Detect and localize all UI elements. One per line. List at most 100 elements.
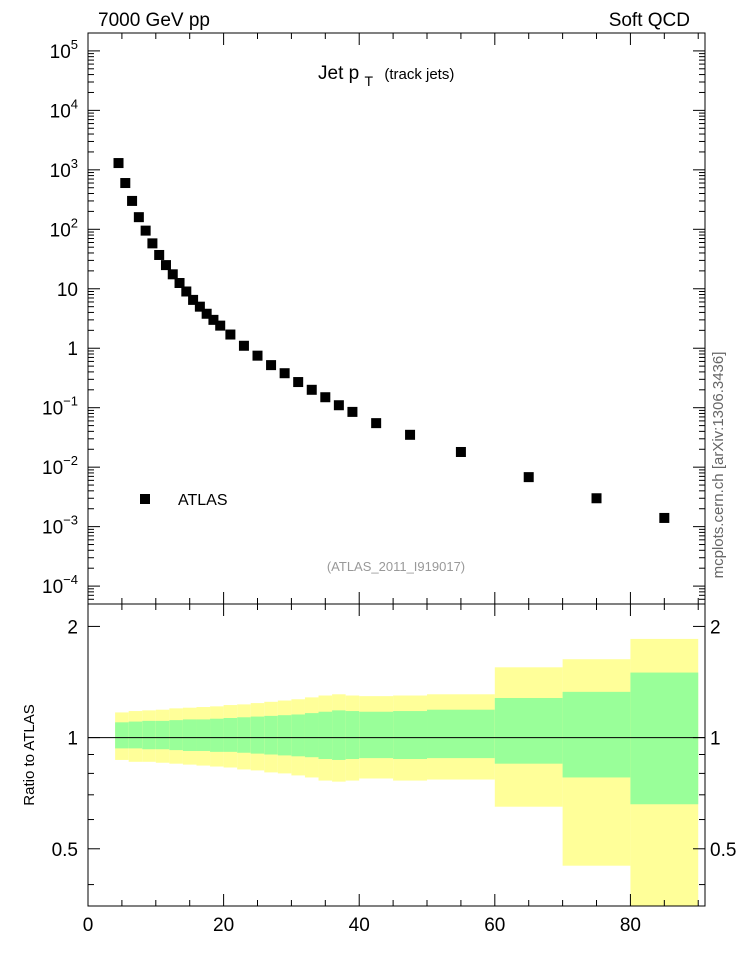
data-point (113, 158, 124, 169)
data-point (333, 400, 344, 411)
y-tick-exponent: 4 (71, 96, 78, 111)
y-tick-base: 10 (42, 458, 63, 479)
data-point (140, 225, 151, 236)
data-point (120, 178, 131, 189)
header-left: 7000 GeV pp (98, 10, 210, 31)
main-plot-frame (87, 32, 706, 605)
inner-band-bin (196, 719, 211, 751)
inner-band-bin (318, 711, 333, 760)
inner-band-bin (210, 718, 224, 752)
ratio-plot: 0.5 0.5 1 1 2 2 0 20 40 60 80 Ratio to ATLAS (21, 603, 736, 936)
x-axis: 0 20 40 60 80 (83, 604, 699, 936)
inner-band-bin (155, 720, 170, 750)
data-point (347, 406, 358, 417)
inner-band-bin (332, 710, 346, 760)
inner-band-bin (182, 719, 197, 751)
inner-band-bin (630, 672, 699, 805)
y-tick-base: 10 (50, 220, 71, 241)
ratio-y-tick-label-right: 2 (710, 617, 721, 638)
inner-band-bin (494, 698, 563, 764)
inner-band-bin (291, 714, 305, 757)
data-point (320, 392, 331, 403)
data-point (266, 360, 277, 371)
y-tick-base: 10 (42, 399, 63, 420)
x-tick-label: 60 (484, 915, 505, 936)
ratio-y-tick-label: 1 (67, 729, 78, 750)
y-tick-exponent: −3 (63, 513, 78, 528)
y-tick-label: 104 (50, 96, 78, 122)
data-point (279, 368, 290, 379)
data-point (591, 493, 602, 504)
y-tick-exponent: 3 (71, 156, 78, 171)
data-point (371, 418, 382, 429)
data-point (127, 195, 138, 206)
y-tick-label: 10−1 (42, 394, 78, 420)
legend-marker (140, 494, 150, 504)
side-label: mcplots.cern.ch [arXiv:1306.3436] (710, 352, 727, 579)
data-point (405, 429, 416, 440)
inner-band-bin (277, 715, 292, 756)
y-tick-base: 10 (57, 280, 78, 301)
data-point (147, 238, 158, 249)
data-point (252, 350, 263, 361)
x-tick-label: 0 (83, 915, 94, 936)
inner-band-bin (142, 720, 156, 750)
data-points (113, 158, 670, 523)
data-point (238, 340, 249, 351)
y-tick-label: 10 (57, 280, 78, 301)
data-point (194, 301, 205, 312)
ratio-y-tick-label: 2 (67, 617, 78, 638)
inner-band-bin (264, 715, 278, 755)
analysis-label: (ATLAS_2011_I919017) (327, 559, 465, 574)
data-point (174, 278, 185, 289)
data-point (154, 249, 165, 260)
inner-band-bin (562, 691, 631, 778)
x-tick-label: 80 (620, 915, 641, 936)
inner-band-bin (427, 709, 495, 759)
y-tick-base: 10 (42, 577, 63, 598)
ratio-y-tick-label-right: 1 (710, 729, 721, 750)
ratio-ylabel: Ratio to ATLAS (21, 704, 38, 805)
plot-title: Jet p T (track jets) (318, 63, 454, 91)
y-tick-label: 1 (67, 339, 78, 360)
y-tick-label: 10−3 (42, 513, 78, 539)
inner-band-bin (345, 711, 360, 760)
inner-band-bin (128, 721, 143, 749)
y-tick-label: 102 (50, 215, 78, 241)
data-point (208, 314, 219, 325)
data-point (201, 308, 212, 319)
ratio-y-tick-label: 0.5 (52, 840, 78, 861)
inner-band-bin (223, 717, 238, 752)
data-point (455, 446, 466, 457)
y-tick-exponent: −4 (63, 572, 78, 587)
x-tick-label: 20 (213, 915, 234, 936)
y-tick-exponent: 5 (71, 37, 78, 52)
inner-band-bin (115, 722, 129, 749)
plot-title-main: Jet p (318, 63, 359, 84)
data-point (188, 294, 199, 305)
y-tick-base: 1 (67, 339, 78, 360)
data-point (133, 212, 144, 223)
y-tick-exponent: −1 (63, 394, 78, 409)
y-tick-base: 10 (50, 42, 71, 63)
y-tick-base: 10 (50, 101, 71, 122)
data-point (523, 472, 534, 483)
data-point (659, 512, 670, 523)
data-point (293, 377, 304, 388)
plot-title-suffix: (track jets) (384, 66, 454, 83)
data-point (160, 260, 171, 271)
data-point (167, 269, 178, 280)
data-point (215, 320, 226, 331)
data-point (306, 384, 317, 395)
inner-band-bin (250, 716, 265, 754)
plot-title-sub: T (364, 73, 373, 89)
y-tick-label: 105 (50, 37, 78, 63)
y-tick-base: 10 (42, 518, 63, 539)
y-tick-label: 10−4 (42, 572, 78, 598)
inner-band-bin (304, 713, 319, 758)
y-tick-exponent: 2 (71, 215, 78, 230)
y-tick-label: 10−2 (42, 453, 78, 479)
inner-band-bin (359, 711, 394, 759)
